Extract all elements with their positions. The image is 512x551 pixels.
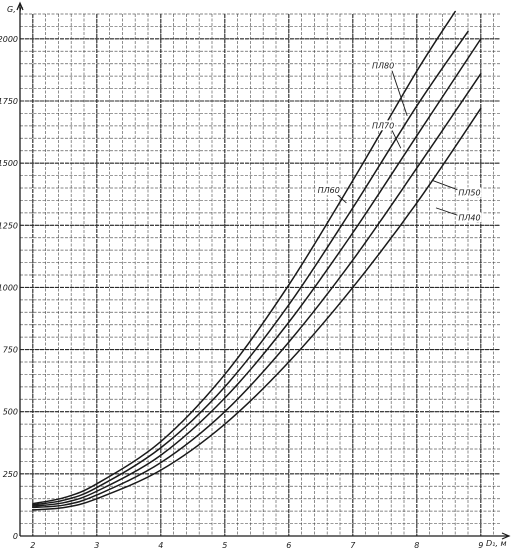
- x-axis-arrow: [501, 532, 511, 540]
- series-label-backdrop: [457, 212, 482, 223]
- series-label-backdrop: [316, 184, 341, 195]
- x-tick-label: 6: [286, 541, 291, 550]
- series-lines: [32, 10, 482, 511]
- series-line-ПЛ40: [32, 107, 482, 511]
- series-label-leader: [337, 194, 347, 204]
- series-label: ПЛ50: [458, 188, 480, 197]
- series-label: ПЛ70: [372, 121, 394, 130]
- y-tick-label: 250: [3, 470, 18, 479]
- y-tick-label: 1000: [0, 283, 18, 292]
- y-tick-label: 500: [3, 408, 18, 417]
- x-axis-label: D₁, м: [486, 539, 507, 548]
- x-tick-label: 5: [222, 541, 227, 550]
- y-tick-label: 0: [13, 532, 18, 541]
- series-label: ПЛ60: [318, 186, 340, 195]
- y-tick-label: 750: [3, 346, 18, 355]
- series-line-ПЛ70: [32, 30, 469, 506]
- y-tick-label: 1750: [0, 97, 18, 106]
- series-label-leader: [391, 70, 408, 117]
- x-tick-label: 2: [30, 541, 35, 550]
- series-line-ПЛ80: [32, 10, 456, 505]
- series-line-ПЛ60: [32, 38, 482, 507]
- series-label-backdrop: [371, 120, 395, 131]
- series-label: ПЛ40: [458, 213, 480, 222]
- x-tick-label: 4: [158, 541, 163, 550]
- x-tick-label: 3: [94, 541, 99, 550]
- x-tick-label: 7: [350, 541, 356, 550]
- x-tick-label: 9: [478, 541, 483, 550]
- x-tick-label: 8: [414, 541, 419, 550]
- series-line-ПЛ50: [32, 72, 482, 509]
- axes: [16, 1, 511, 540]
- series-labels: ПЛ80 ПЛ70 ПЛ60 ПЛ50 ПЛ40: [316, 60, 482, 223]
- series-label-backdrop: [457, 187, 482, 198]
- tick-labels: 2 3 4 5 6 7 8 9 0 250 500 750 1000 1250 1500 1750 2000: [0, 35, 483, 550]
- series-label-leader: [391, 130, 402, 149]
- y-tick-label: 2000: [0, 35, 18, 44]
- series-label-backdrop: [371, 60, 395, 71]
- y-tick-label: 1250: [0, 221, 18, 230]
- series-label: ПЛ80: [372, 62, 394, 71]
- y-tick-label: 1500: [0, 159, 18, 168]
- y-axis-label: G, т: [7, 5, 23, 14]
- y-axis-arrow: [16, 1, 24, 11]
